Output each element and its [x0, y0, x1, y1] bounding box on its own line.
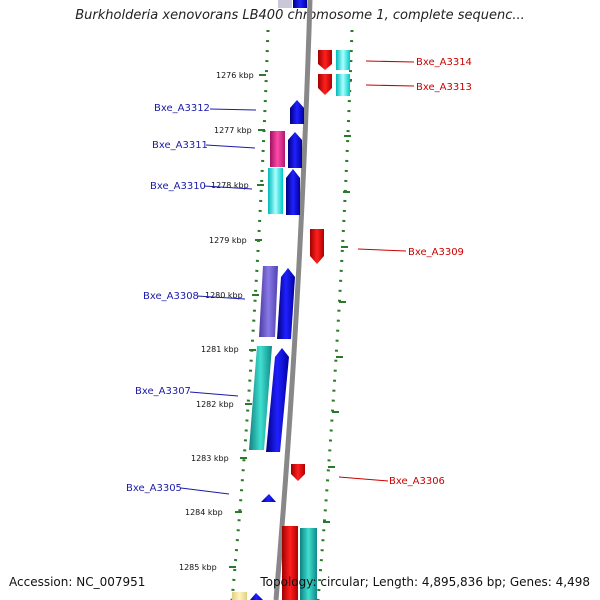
topology-text: Topology: circular; Length: 4,895,836 bp…	[260, 575, 590, 589]
gene-label-bxe-a3310[interactable]: Bxe_A3310	[150, 181, 206, 192]
tick-label: 1281 kbp	[201, 345, 239, 354]
gene-label-bxe-a3311[interactable]: Bxe_A3311	[152, 140, 208, 151]
gene-label-bxe-a3308[interactable]: Bxe_A3308	[143, 291, 199, 302]
gene-bxe-a3308-arrow[interactable]	[277, 268, 295, 339]
gene-bxe-a3307-arrow[interactable]	[266, 348, 289, 452]
cds-bxe-a3314[interactable]	[336, 50, 350, 70]
cds-bxe-a3313[interactable]	[336, 74, 350, 96]
gene-bxe-a3311-arrow[interactable]	[288, 132, 302, 168]
gene-label-bxe-a3313[interactable]: Bxe_A3313	[416, 82, 472, 93]
tick-label: 1276 kbp	[216, 71, 254, 80]
gene-bxe-a3310-arrow[interactable]	[286, 169, 300, 215]
gene-bxe-a3314-arrow[interactable]	[318, 50, 332, 70]
tick-label: 1283 kbp	[191, 454, 229, 463]
gene-label-bxe-a3306[interactable]: Bxe_A3306	[389, 476, 445, 487]
outer-tick-ring	[230, 29, 270, 600]
gene-bxe-a3313-arrow[interactable]	[318, 74, 332, 95]
gene-label-bxe-a3305[interactable]: Bxe_A3305	[126, 483, 182, 494]
cds-bxe-a3311[interactable]	[270, 131, 285, 167]
map-title: Burkholderia xenovorans LB400 chromosome…	[75, 8, 525, 23]
gene-label-bxe-a3312[interactable]: Bxe_A3312	[154, 103, 210, 114]
cds-bxe-a3310[interactable]	[268, 168, 283, 214]
feature-top-partial	[278, 0, 292, 8]
gene-bxe-a3312-arrow[interactable]	[290, 100, 304, 124]
feature-bottom-blue	[250, 593, 263, 600]
tick-label: 1278 kbp	[211, 181, 249, 190]
tick-label: 1284 kbp	[185, 508, 223, 517]
tick-label: 1282 kbp	[196, 400, 234, 409]
chromosome-backbone	[273, 0, 313, 600]
feature-bottom-teal	[300, 528, 317, 600]
cds-bxe-a3308[interactable]	[259, 266, 278, 337]
inner-tick-ring	[316, 29, 354, 600]
tick-label: 1280 kbp	[205, 291, 243, 300]
accession-text: Accession: NC_007951	[9, 575, 146, 589]
gene-label-bxe-a3307[interactable]: Bxe_A3307	[135, 386, 191, 397]
feature-bottom-yellow	[232, 592, 247, 600]
tick-label: 1277 kbp	[214, 126, 252, 135]
gene-bxe-a3309-arrow[interactable]	[310, 229, 324, 264]
gene-label-bxe-a3314[interactable]: Bxe_A3314	[416, 57, 472, 68]
tick-label: 1285 kbp	[179, 563, 217, 572]
gene-bxe-a3305-arrow[interactable]	[261, 494, 276, 502]
gene-label-bxe-a3309[interactable]: Bxe_A3309	[408, 247, 464, 258]
feature-bottom-red	[282, 526, 298, 600]
tick-label: 1279 kbp	[209, 236, 247, 245]
label-leaders	[180, 60, 415, 495]
feature-top-partial-blue	[293, 0, 307, 8]
gene-bxe-a3306-arrow[interactable]	[291, 464, 305, 481]
cds-bxe-a3307[interactable]	[249, 346, 272, 450]
